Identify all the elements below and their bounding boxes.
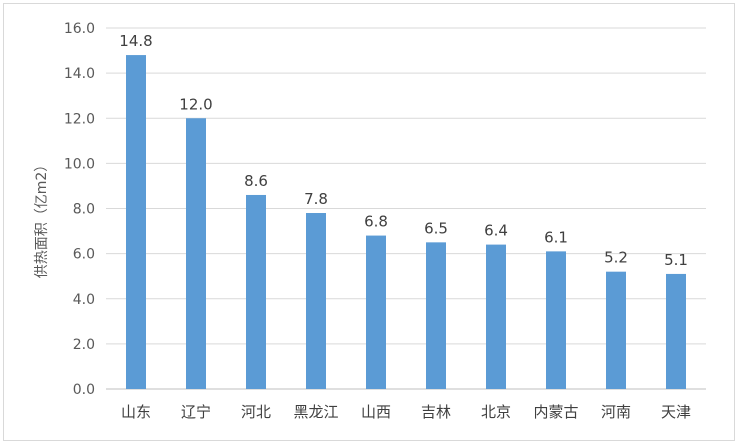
data-label: 6.5	[424, 219, 448, 237]
y-tick-label: 16.0	[64, 21, 95, 37]
x-tick-label: 山西	[361, 403, 391, 421]
y-tick-labels: 0.0 2.0 4.0 6.0 8.0 10.0 12.0 14.0 16.0	[64, 21, 95, 398]
data-label: 5.2	[604, 249, 628, 267]
bar	[186, 118, 206, 389]
bar	[546, 251, 566, 389]
y-tick-label: 0.0	[73, 382, 95, 398]
y-tick-label: 10.0	[64, 156, 95, 172]
bar	[306, 213, 326, 389]
x-tick-label: 河北	[241, 403, 271, 421]
x-tick-label: 北京	[481, 403, 511, 421]
bar	[246, 194, 266, 389]
data-label: 12.0	[179, 95, 212, 113]
y-tick-label: 12.0	[64, 111, 95, 127]
y-tick-label: 8.0	[73, 202, 95, 218]
data-label: 8.6	[244, 172, 268, 190]
data-label: 6.8	[364, 213, 388, 231]
y-tick-label: 14.0	[64, 66, 95, 82]
bar	[606, 271, 626, 389]
y-tick-label: 4.0	[73, 292, 95, 308]
data-labels: 14.8 12.0 8.6 7.8 6.8 6.5 6.4 6.1 5.2 5.1	[119, 32, 688, 269]
data-label: 5.1	[664, 251, 688, 269]
data-label: 7.8	[304, 190, 328, 208]
bar	[126, 55, 146, 389]
x-tick-labels: 山东 辽宁 河北 黑龙江 山西 吉林 北京 内蒙古 河南 天津	[121, 403, 691, 421]
x-tick-label: 辽宁	[181, 403, 211, 421]
y-tick-label: 2.0	[73, 337, 95, 353]
x-tick-label: 黑龙江	[293, 403, 338, 421]
x-tick-label: 河南	[601, 403, 631, 421]
bar	[366, 235, 386, 389]
bars	[126, 55, 686, 389]
y-axis-title: 供热面积（亿m2）	[34, 158, 50, 279]
bar	[426, 242, 446, 389]
data-label: 6.4	[484, 222, 508, 240]
bar	[486, 244, 506, 389]
x-tick-label: 天津	[661, 403, 691, 421]
y-tick-label: 6.0	[73, 247, 95, 263]
data-label: 6.1	[544, 228, 568, 246]
x-tick-label: 内蒙古	[533, 403, 578, 421]
x-tick-label: 山东	[121, 403, 151, 421]
bar	[666, 273, 686, 389]
data-label: 14.8	[119, 32, 152, 50]
x-tick-label: 吉林	[421, 403, 451, 421]
